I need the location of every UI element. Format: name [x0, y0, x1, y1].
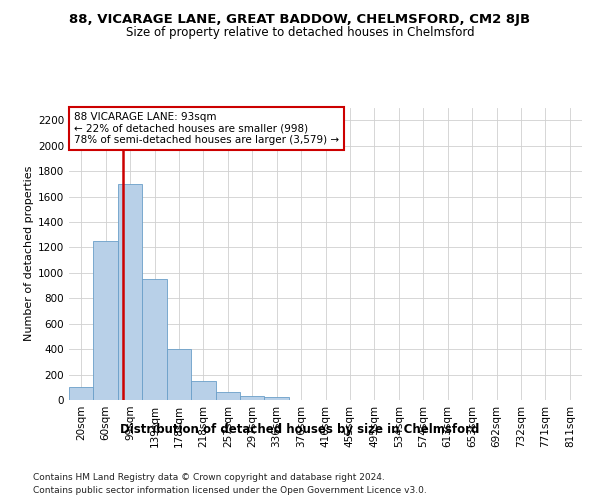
Bar: [240, 396, 265, 400]
Text: Contains HM Land Registry data © Crown copyright and database right 2024.: Contains HM Land Registry data © Crown c…: [33, 472, 385, 482]
Bar: [167, 349, 191, 400]
Bar: [69, 388, 94, 400]
Bar: [191, 381, 215, 400]
Bar: [142, 279, 167, 400]
Text: Size of property relative to detached houses in Chelmsford: Size of property relative to detached ho…: [125, 26, 475, 39]
Text: 88 VICARAGE LANE: 93sqm
← 22% of detached houses are smaller (998)
78% of semi-d: 88 VICARAGE LANE: 93sqm ← 22% of detache…: [74, 112, 339, 145]
Bar: [118, 184, 142, 400]
Text: Distribution of detached houses by size in Chelmsford: Distribution of detached houses by size …: [121, 422, 479, 436]
Bar: [215, 392, 240, 400]
Bar: [94, 241, 118, 400]
Y-axis label: Number of detached properties: Number of detached properties: [24, 166, 34, 342]
Text: 88, VICARAGE LANE, GREAT BADDOW, CHELMSFORD, CM2 8JB: 88, VICARAGE LANE, GREAT BADDOW, CHELMSF…: [70, 12, 530, 26]
Text: Contains public sector information licensed under the Open Government Licence v3: Contains public sector information licen…: [33, 486, 427, 495]
Bar: [265, 398, 289, 400]
